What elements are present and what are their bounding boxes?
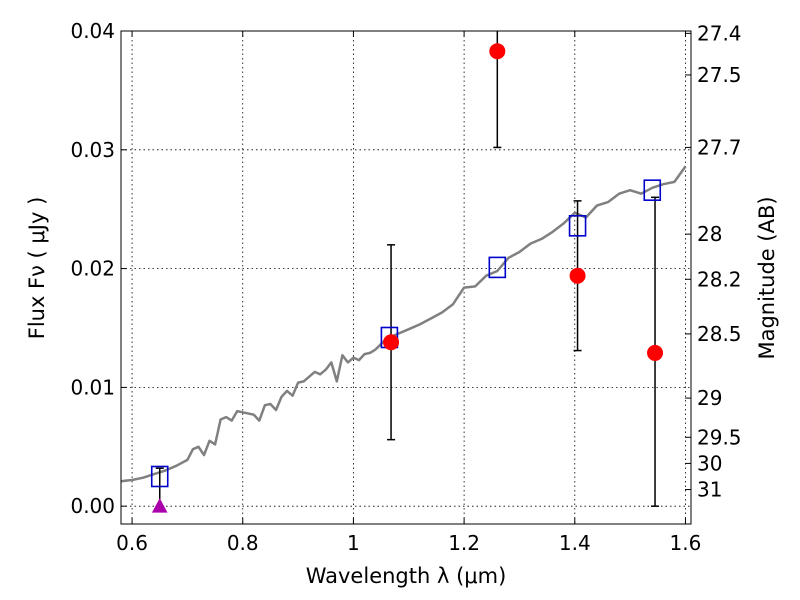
right-tick-label: 28.2 (697, 267, 742, 291)
y-tick-label: 0.03 (70, 138, 115, 162)
right-tick-label: 29 (697, 386, 722, 410)
right-tick-label: 28.5 (697, 322, 742, 346)
x-axis-title: Wavelength λ (μm) (306, 564, 507, 588)
right-tick-label: 28 (697, 222, 722, 246)
x-tick-label: 0.8 (227, 531, 259, 555)
right-tick-label: 30 (697, 451, 722, 475)
grid-layer (121, 30, 691, 524)
right-tick-label: 27.4 (697, 21, 742, 45)
right-tick-label: 27.7 (697, 135, 742, 159)
model-spectrum-line (121, 165, 687, 483)
observed-flux-point (489, 43, 506, 60)
x-tick-label: 1.6 (670, 531, 702, 555)
right-axis-title: Magnitude (AB) (755, 196, 779, 359)
triangle-flux-point (151, 498, 168, 513)
model-photometry-square (568, 215, 587, 237)
y-axis-title: Flux Fν ( μJy ) (25, 197, 49, 340)
model-photometry-square (150, 465, 169, 488)
y-tick-label: 0.02 (70, 257, 115, 281)
x-tick-label: 1.4 (559, 531, 591, 555)
y-tick-label: 0.00 (70, 494, 115, 518)
y-tick-label: 0.04 (70, 19, 115, 43)
right-tick-label: 27.5 (697, 63, 742, 87)
model-photometry-square (488, 256, 507, 279)
plot-frame (120, 30, 692, 525)
right-tick-label: 29.5 (697, 425, 742, 449)
x-tick-label: 0.6 (116, 531, 148, 555)
data-layer (121, 31, 687, 513)
observed-flux-point (383, 334, 400, 351)
y-tick-label: 0.01 (70, 375, 115, 399)
x-tick-label: 1.2 (448, 531, 480, 555)
model-photometry-square (643, 179, 662, 201)
x-tick-label: 1 (347, 531, 360, 555)
tick-layer: 0.6 0.8 1 1.2 1.4 1.6 0.00 0.01 0.02 0.03 0.04 27.4… (70, 19, 741, 555)
observed-flux-point (647, 344, 664, 361)
right-tick-label: 31 (697, 478, 722, 502)
observed-flux-point (569, 267, 586, 284)
